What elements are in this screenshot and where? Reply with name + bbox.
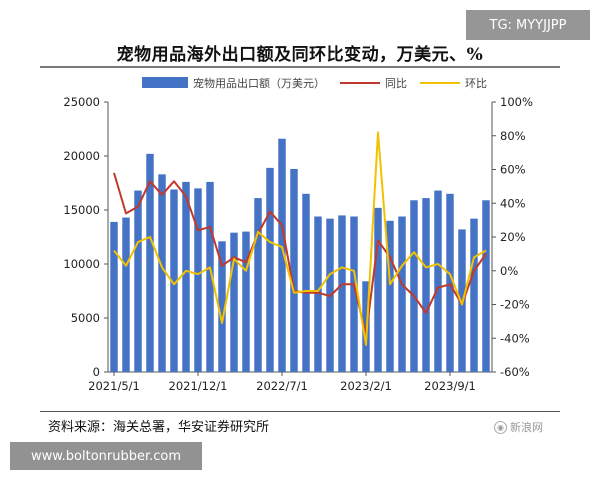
bar	[242, 231, 250, 372]
bar	[194, 188, 202, 372]
right-tick-label: 0%	[500, 264, 518, 278]
x-tick-label: 2023/9/1	[424, 379, 476, 393]
right-tick-label: 40%	[500, 196, 526, 210]
right-tick-label: -60%	[500, 365, 530, 379]
bar	[254, 198, 262, 372]
bar	[398, 216, 406, 372]
x-tick-label: 2022/7/1	[256, 379, 308, 393]
bar	[350, 216, 358, 372]
legend-swatch-bar	[142, 77, 188, 88]
bar	[266, 167, 274, 372]
bar	[314, 216, 322, 372]
legend-label-bar: 宠物用品出口额（万美元）	[193, 76, 325, 90]
mom-line	[113, 131, 487, 346]
legend-label-yoy: 同比	[385, 77, 407, 90]
right-tick-label: 60%	[500, 163, 526, 177]
bar	[182, 181, 190, 372]
bar	[338, 215, 346, 372]
bar	[302, 193, 310, 372]
right-tick-label: 20%	[500, 230, 526, 244]
left-tick-label: 25000	[63, 95, 100, 109]
x-tick-label: 2021/5/1	[88, 379, 140, 393]
left-tick-label: 10000	[63, 257, 100, 271]
right-tick-label: 100%	[500, 95, 533, 109]
right-tick-label: 80%	[500, 129, 526, 143]
source-rule	[40, 411, 560, 412]
bar	[158, 174, 166, 372]
bar	[146, 153, 154, 372]
yoy-line	[113, 172, 487, 336]
right-tick-label: -40%	[500, 331, 530, 345]
bar	[230, 232, 238, 372]
x-tick-label: 2023/2/1	[340, 379, 392, 393]
bar	[386, 220, 394, 372]
chart-title: 宠物用品海外出口额及同环比变动，万美元、%	[116, 45, 484, 65]
bar	[374, 207, 382, 372]
bar	[134, 190, 142, 372]
watermark-tag: TG: MYYJJPP	[466, 10, 590, 40]
bar	[434, 190, 442, 372]
bar	[482, 200, 490, 372]
bar	[278, 138, 286, 372]
legend-label-mom: 环比	[465, 77, 487, 90]
sina-logo-icon: ◉	[494, 420, 507, 434]
bar	[122, 217, 130, 372]
bar	[290, 168, 298, 372]
left-tick-label: 15000	[63, 203, 100, 217]
bar	[470, 218, 478, 372]
left-tick-label: 5000	[71, 311, 100, 325]
left-tick-label: 20000	[63, 149, 100, 163]
title-rule	[40, 66, 560, 68]
bar	[446, 193, 454, 372]
bar	[206, 181, 214, 372]
source-note: 资料来源：海关总署，华安证券研究所	[48, 420, 270, 435]
x-tick-label: 2021/12/1	[169, 379, 228, 393]
bar	[362, 281, 370, 372]
legend: 宠物用品出口额（万美元） 同比 环比	[142, 76, 487, 90]
right-tick-label: -20%	[500, 298, 530, 312]
left-tick-label: 0	[93, 365, 100, 379]
bar	[218, 241, 226, 372]
watermark-brand-text: 新浪网	[510, 421, 543, 434]
bar	[410, 200, 418, 372]
watermark-brand: ◉ 新浪网	[494, 419, 543, 435]
bar	[110, 221, 118, 372]
bar	[170, 189, 178, 372]
watermark-url: www.boltonrubber.com	[10, 442, 202, 470]
bar	[422, 198, 430, 372]
